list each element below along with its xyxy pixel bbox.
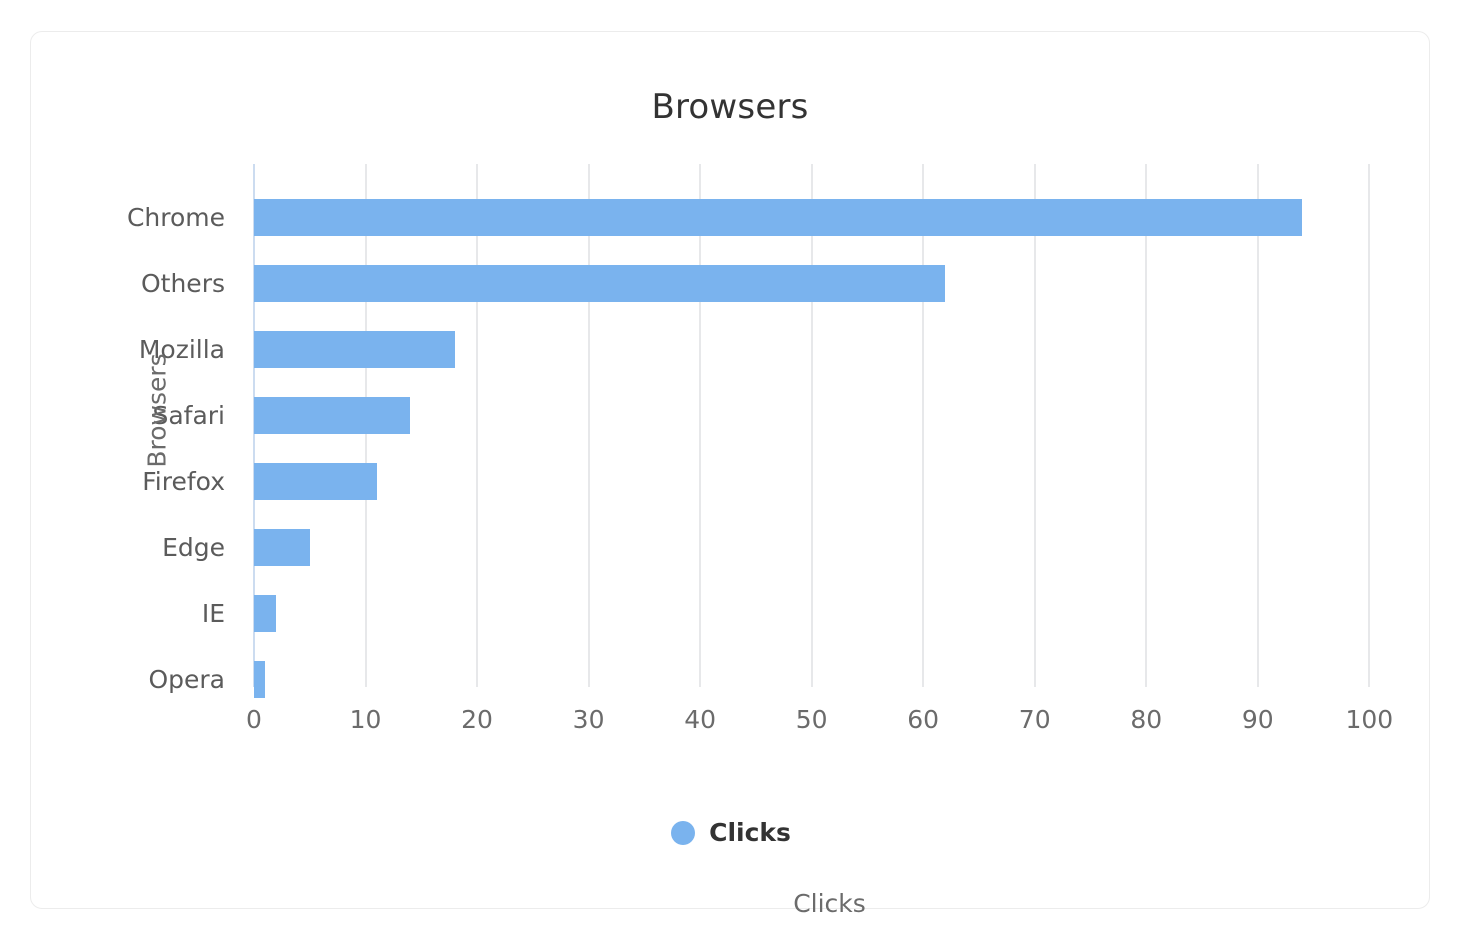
bar-row: IE <box>202 581 1405 647</box>
bar-row: Safari <box>152 383 1405 449</box>
x-axis-tick-label: 10 <box>349 705 382 734</box>
y-axis-category-label: IE <box>201 599 225 628</box>
x-axis-tick-label: 50 <box>795 705 828 734</box>
y-axis-category-label: Edge <box>162 533 225 562</box>
x-axis-tick-label: 90 <box>1241 705 1274 734</box>
gridline-100 <box>1368 164 1371 687</box>
x-axis-tick-label: 0 <box>246 705 262 734</box>
legend-circle-icon <box>671 820 696 845</box>
bar-row: Chrome <box>127 185 1405 251</box>
gridline-50 <box>810 164 813 687</box>
legend-item-label: Clicks <box>709 818 791 847</box>
gridline-30 <box>587 164 590 687</box>
chart-title: Browsers <box>651 87 809 127</box>
bar-opera[interactable] <box>254 661 266 698</box>
x-axis-tick-label: 80 <box>1130 705 1163 734</box>
bar-edge[interactable] <box>254 529 310 566</box>
chart-legend: Clicks <box>31 818 1431 847</box>
y-axis-title: Browsers <box>142 353 172 468</box>
bar-row: Mozilla <box>139 317 1405 383</box>
bar-others[interactable] <box>254 265 946 302</box>
bar-ie[interactable] <box>254 595 277 632</box>
bar-firefox[interactable] <box>254 463 377 500</box>
bar-row: Firefox <box>142 449 1405 515</box>
gridline-60 <box>922 164 925 687</box>
y-axis-category-label: Opera <box>148 665 225 694</box>
bar-mozilla[interactable] <box>254 331 455 368</box>
bar-series: Chrome Others Mozilla Safari Firefox Edge IE Op… <box>127 164 1405 698</box>
legend-item-clicks[interactable]: Clicks <box>671 818 791 847</box>
x-axis-tick-label: 30 <box>572 705 605 734</box>
x-axis-tick-label: 100 <box>1345 705 1394 734</box>
y-axis-category-label: Firefox <box>142 467 225 496</box>
bar-chrome[interactable] <box>254 199 1303 236</box>
plot-area: Chrome Others Mozilla Safari Firefox Edge IE Op… <box>127 164 1405 918</box>
x-axis-tick-label: 60 <box>907 705 940 734</box>
gridline-90 <box>1256 164 1259 687</box>
bar-row: Opera <box>148 647 1405 713</box>
x-axis-title: Clicks <box>793 889 866 918</box>
gridline-20 <box>476 164 479 687</box>
x-axis-tick-label: 40 <box>684 705 717 734</box>
x-axis-tick-label: 20 <box>461 705 493 734</box>
gridline-80 <box>1145 164 1148 687</box>
bar-row: Others <box>141 251 1405 317</box>
bar-safari[interactable] <box>254 397 411 434</box>
y-axis-category-label: Safari <box>152 401 225 430</box>
bar-row: Edge <box>162 515 1405 581</box>
gridline-70 <box>1033 164 1036 687</box>
y-axis-category-label: Chrome <box>126 203 225 232</box>
x-axis-tick-label: 70 <box>1018 705 1051 734</box>
gridline-40 <box>699 164 702 687</box>
chart-card: Browsers Chrome Others Mozilla Safari Firefo… <box>30 31 1431 918</box>
y-axis-category-label: Mozilla <box>138 335 225 364</box>
y-axis-category-label: Others <box>140 269 225 298</box>
